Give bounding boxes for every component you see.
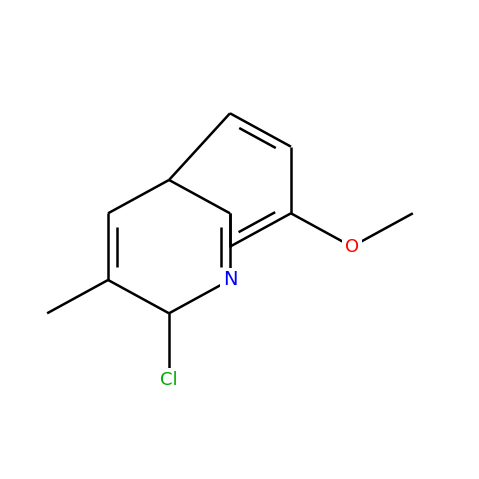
Text: Cl: Cl: [160, 371, 178, 389]
Text: O: O: [345, 238, 359, 256]
Text: N: N: [223, 271, 237, 289]
